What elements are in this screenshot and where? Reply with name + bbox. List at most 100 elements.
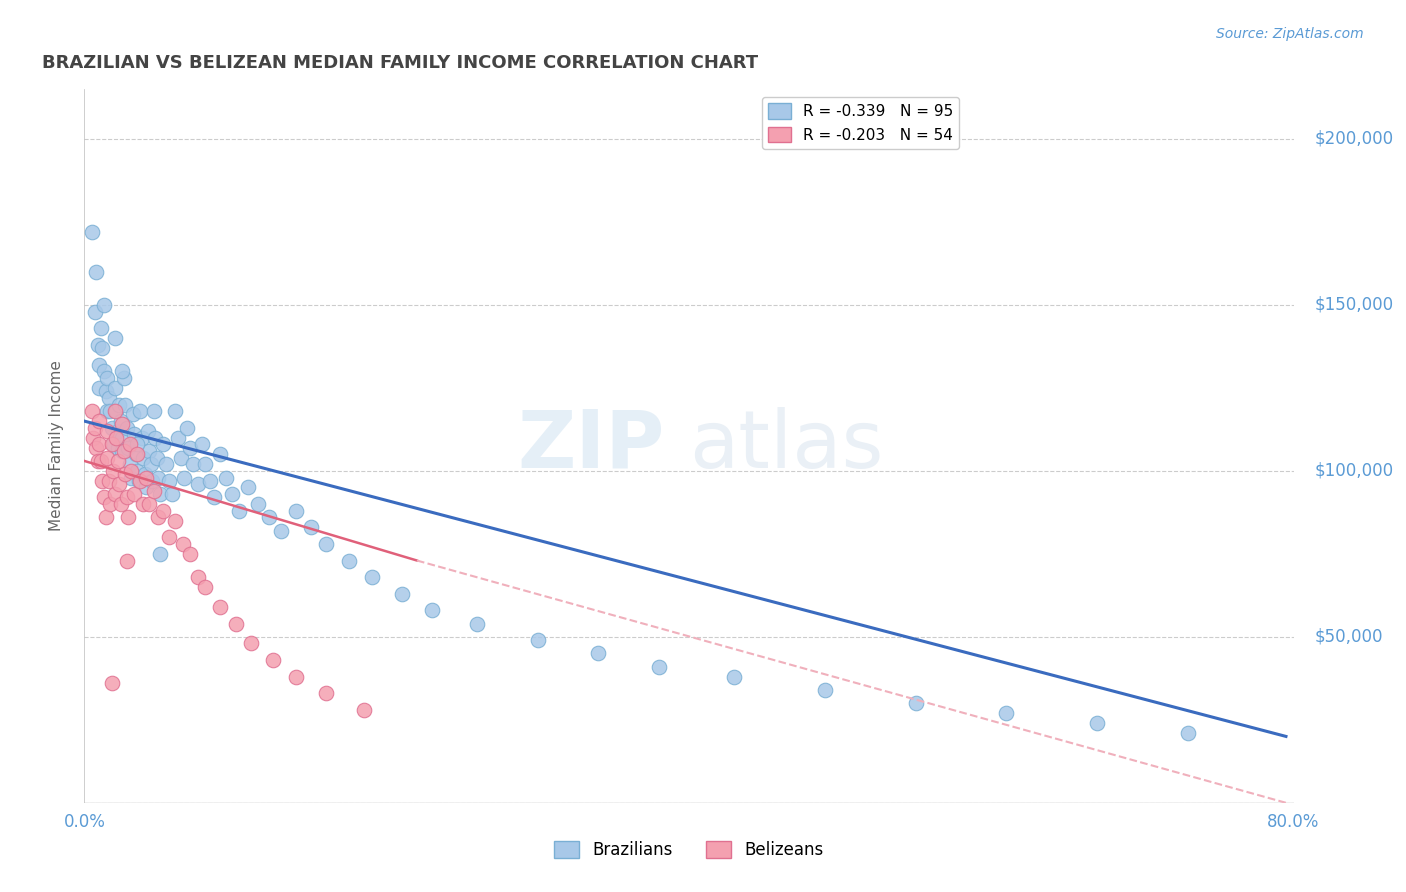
Point	[152, 504, 174, 518]
Point	[97, 474, 120, 488]
Point	[157, 530, 180, 544]
Legend: Brazilians, Belizeans: Brazilians, Belizeans	[547, 834, 831, 866]
Point	[115, 553, 138, 567]
Point	[100, 676, 122, 690]
Point	[97, 391, 120, 405]
Point	[118, 437, 141, 451]
Point	[157, 474, 180, 488]
Point	[122, 427, 145, 442]
Point	[194, 580, 217, 594]
Point	[132, 450, 155, 465]
Point	[160, 487, 183, 501]
Point	[284, 670, 308, 684]
Text: atlas: atlas	[689, 407, 883, 485]
Point	[138, 444, 160, 458]
Point	[84, 304, 107, 318]
Point	[209, 599, 232, 614]
Point	[588, 647, 610, 661]
Point	[391, 587, 413, 601]
Text: ZIP: ZIP	[517, 407, 665, 485]
Point	[91, 474, 114, 488]
Point	[127, 447, 149, 461]
Point	[148, 470, 170, 484]
Point	[104, 381, 127, 395]
Text: $100,000: $100,000	[1315, 462, 1393, 480]
Point	[467, 616, 489, 631]
Point	[814, 682, 837, 697]
Point	[110, 497, 132, 511]
Point	[128, 474, 150, 488]
Point	[257, 510, 280, 524]
Point	[91, 341, 114, 355]
Point	[315, 686, 337, 700]
Point	[134, 467, 156, 482]
Point	[170, 450, 193, 465]
Point	[93, 491, 115, 505]
Point	[221, 487, 243, 501]
Point	[262, 653, 284, 667]
Point	[149, 487, 172, 501]
Point	[198, 474, 221, 488]
Point	[179, 441, 201, 455]
Point	[94, 384, 117, 399]
Point	[129, 404, 152, 418]
Point	[173, 470, 195, 484]
Point	[136, 424, 159, 438]
Point	[181, 457, 204, 471]
Point	[90, 454, 112, 468]
Point	[101, 437, 124, 451]
Point	[105, 431, 128, 445]
Point	[194, 457, 217, 471]
Point	[163, 404, 186, 418]
Point	[96, 424, 118, 438]
Point	[236, 481, 259, 495]
Point	[172, 537, 194, 551]
Point	[86, 441, 108, 455]
Point	[90, 321, 112, 335]
Point	[127, 437, 149, 451]
Point	[114, 467, 136, 482]
Point	[84, 421, 107, 435]
Point	[111, 417, 134, 432]
Point	[107, 441, 129, 455]
Text: $200,000: $200,000	[1315, 130, 1393, 148]
Point	[139, 457, 162, 471]
Point	[155, 457, 177, 471]
Point	[135, 481, 157, 495]
Point	[723, 670, 745, 684]
Point	[131, 431, 153, 445]
Point	[142, 483, 165, 498]
Point	[80, 404, 103, 418]
Point	[228, 504, 250, 518]
Point	[187, 477, 209, 491]
Point	[142, 404, 165, 418]
Point	[82, 431, 104, 445]
Point	[141, 474, 163, 488]
Point	[145, 431, 167, 445]
Point	[104, 487, 127, 501]
Y-axis label: Median Family Income: Median Family Income	[49, 360, 63, 532]
Point	[129, 474, 152, 488]
Point	[191, 437, 214, 451]
Point	[138, 497, 160, 511]
Point	[247, 497, 270, 511]
Point	[108, 397, 131, 411]
Point	[995, 706, 1018, 721]
Point	[89, 381, 111, 395]
Point	[101, 464, 124, 478]
Point	[98, 497, 121, 511]
Point	[202, 491, 225, 505]
Point	[152, 437, 174, 451]
Point	[111, 444, 134, 458]
Point	[114, 397, 136, 411]
Point	[89, 358, 111, 372]
Point	[148, 510, 170, 524]
Point	[125, 447, 148, 461]
Point	[127, 464, 149, 478]
Point	[100, 421, 122, 435]
Point	[94, 510, 117, 524]
Point	[647, 659, 671, 673]
Point	[420, 603, 443, 617]
Point	[111, 431, 134, 445]
Point	[87, 454, 110, 468]
